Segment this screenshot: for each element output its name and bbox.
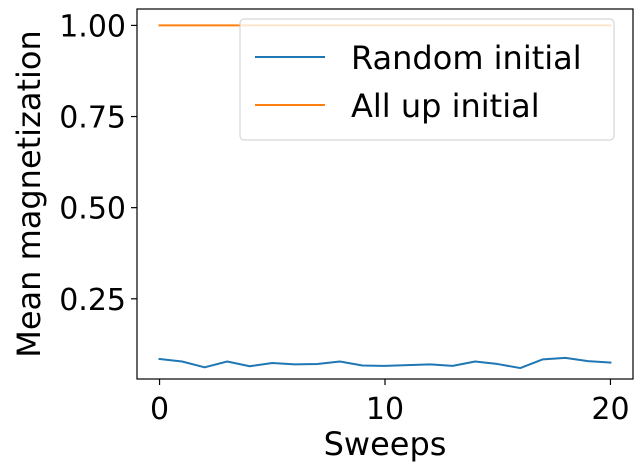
legend-label: Random initial — [351, 39, 582, 77]
x-axis: 0 10 20 — [150, 379, 630, 427]
y-tick-label: 0.25 — [59, 283, 126, 318]
legend-box — [239, 18, 615, 141]
x-tick-label: 10 — [366, 392, 404, 427]
legend: Random initial All up initial — [239, 18, 615, 141]
x-tick-label: 20 — [591, 392, 629, 427]
y-axis-label: Mean magnetization — [10, 30, 48, 358]
x-axis-label: Sweeps — [324, 425, 447, 463]
y-axis: 0.25 0.50 0.75 1.00 — [59, 9, 137, 318]
y-tick-label: 1.00 — [59, 9, 126, 44]
series-line-1 — [158, 356, 612, 370]
y-tick-label: 0.50 — [59, 192, 126, 227]
y-tick-label: 0.75 — [59, 101, 126, 136]
x-tick-label: 0 — [150, 392, 169, 427]
legend-label: All up initial — [351, 87, 540, 125]
